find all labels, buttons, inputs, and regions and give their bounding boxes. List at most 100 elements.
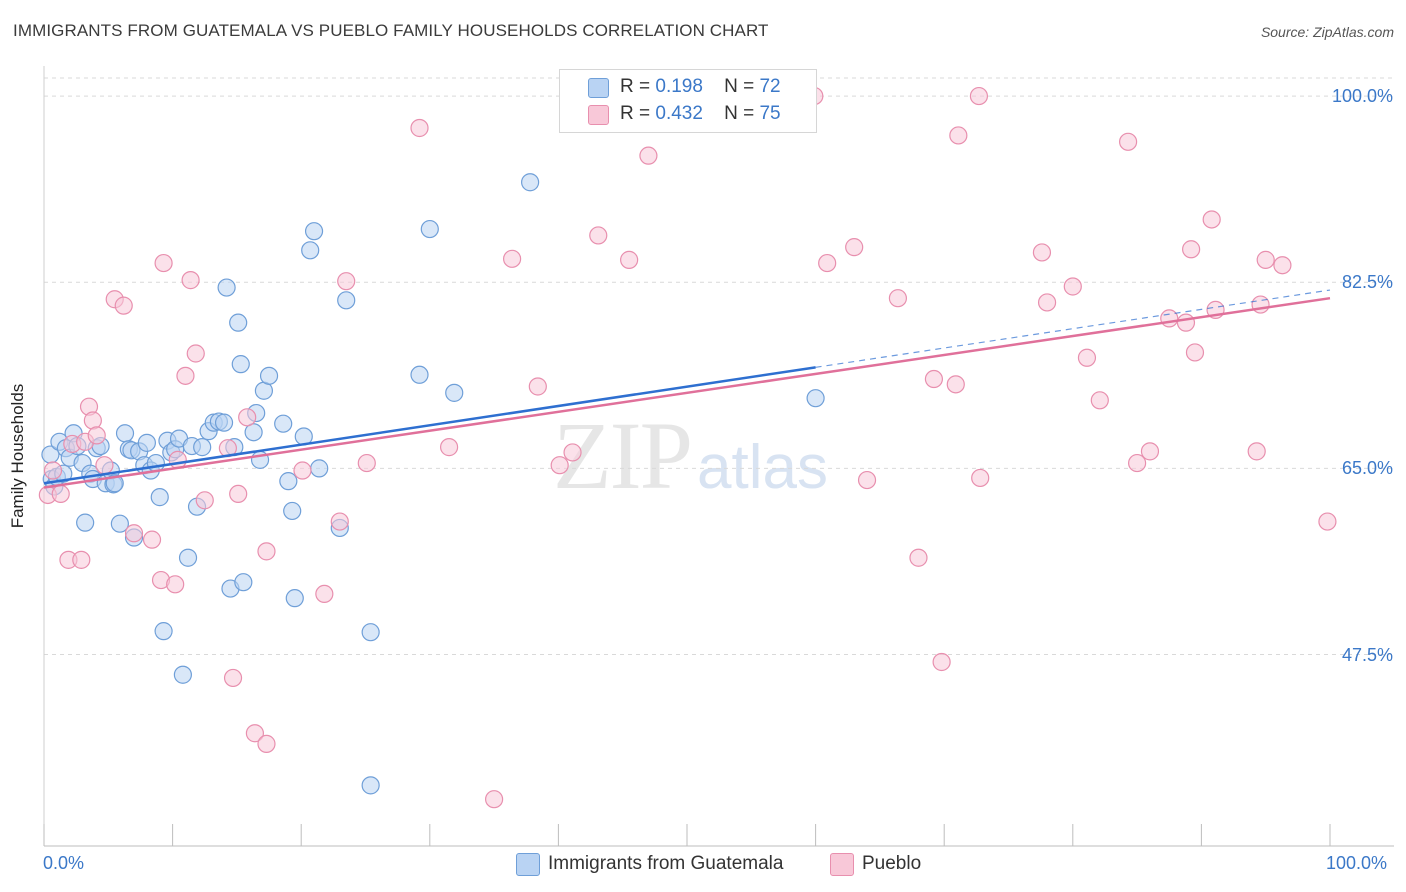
trend-lines: [43, 289, 1331, 489]
pueblo-point: [95, 456, 114, 475]
guatemala-point: [274, 414, 293, 433]
pueblo-point: [142, 530, 162, 549]
guatemala-point: [521, 173, 540, 192]
pueblo-point: [589, 226, 608, 245]
source-label: Source: ZipAtlas.com: [1260, 24, 1394, 40]
guatemala-point: [283, 501, 302, 521]
pueblo-point: [1160, 309, 1179, 328]
pueblo-point: [166, 575, 185, 594]
pueblo-point: [949, 126, 968, 145]
guatemala-point: [301, 241, 320, 260]
pueblo-point: [1037, 293, 1057, 312]
pueblo-point: [857, 470, 877, 490]
pueblo-point: [195, 491, 214, 510]
pueblo-point: [337, 272, 356, 291]
x-tick-label-max: 100.0%: [1326, 853, 1388, 873]
pueblo-point: [186, 344, 205, 363]
guatemala-point: [231, 355, 250, 374]
bottom-legend-swatch-guatemala: [516, 853, 540, 876]
pueblo-point: [909, 548, 928, 567]
pueblo-point: [72, 550, 91, 569]
pueblo-point: [1273, 256, 1292, 275]
legend-n-label: N =: [724, 103, 755, 124]
legend-swatch-pueblo: [588, 105, 609, 125]
pueblo-point: [845, 238, 864, 257]
trend-line-guatemala-extension: [815, 289, 1331, 368]
guatemala-point: [445, 383, 464, 402]
pueblo-point: [639, 146, 658, 165]
legend-n-pueblo: 75: [759, 103, 781, 124]
pueblo-point: [818, 253, 837, 273]
guatemala-point: [806, 389, 825, 408]
series-pueblo-points: [38, 86, 1337, 809]
guatemala-point: [178, 548, 198, 567]
trend-line-pueblo: [43, 296, 1331, 489]
pueblo-point: [176, 366, 195, 385]
bottom-legend-swatch-pueblo: [830, 853, 854, 876]
legend-n-guatemala: 72: [759, 76, 781, 97]
y-tick-label: 82.5%: [1341, 272, 1393, 293]
guatemala-point: [361, 776, 380, 795]
pueblo-point: [1127, 453, 1147, 473]
guatemala-point: [154, 622, 173, 641]
pueblo-point: [238, 408, 257, 427]
watermark-atlas: atlas: [697, 433, 828, 502]
legend-r-pueblo: 0.432: [655, 103, 703, 124]
guatemala-point: [420, 219, 439, 239]
pueblo-point: [43, 461, 63, 480]
correlation-legend: R = 0.198 N = 72 R = 0.432 N = 75: [559, 69, 817, 133]
pueblo-point: [357, 453, 376, 473]
pueblo-point: [946, 375, 965, 394]
pueblo-point: [971, 468, 990, 488]
guatemala-point: [285, 589, 304, 608]
guatemala-point: [137, 433, 156, 452]
pueblo-point: [439, 438, 459, 457]
guatemala-point: [217, 278, 236, 297]
legend-swatch-guatemala: [588, 78, 609, 98]
pueblo-point: [114, 296, 133, 315]
pueblo-point: [924, 369, 944, 389]
y-tick-label: 47.5%: [1341, 644, 1393, 665]
guatemala-point: [229, 313, 248, 332]
pueblo-point: [550, 456, 569, 475]
guatemala-point: [410, 365, 429, 384]
guatemala-point: [259, 366, 279, 385]
pueblo-point: [1182, 240, 1201, 259]
pueblo-point: [315, 584, 334, 604]
bottom-legend-label-pueblo: Pueblo: [862, 853, 922, 874]
pueblo-point: [257, 734, 276, 753]
guatemala-point: [304, 222, 324, 241]
pueblo-point: [293, 461, 312, 480]
y-tick-label: 100.0%: [1331, 86, 1393, 107]
guatemala-point: [110, 514, 129, 533]
pueblo-point: [1063, 277, 1082, 296]
guatemala-point: [173, 665, 192, 684]
pueblo-point: [1185, 343, 1205, 362]
pueblo-point: [51, 484, 70, 504]
pueblo-point: [245, 724, 265, 743]
pueblo-point: [1032, 243, 1052, 262]
pueblo-point: [83, 411, 102, 430]
pueblo-point: [563, 443, 582, 462]
y-tick-label: 65.0%: [1341, 458, 1393, 479]
pueblo-point: [528, 377, 547, 396]
legend-r-label: R =: [620, 103, 651, 124]
guatemala-point: [105, 474, 124, 493]
axes: [43, 66, 1394, 847]
guatemala-point: [115, 424, 135, 443]
pueblo-point: [410, 118, 429, 138]
guatemala-point: [310, 459, 329, 478]
pueblo-point: [229, 484, 248, 504]
guatemala-point: [234, 573, 253, 592]
pueblo-point: [1090, 391, 1109, 410]
pueblo-point: [1176, 313, 1196, 332]
pueblo-point: [1318, 512, 1337, 531]
pueblo-point: [1118, 132, 1138, 151]
pueblo-point: [1247, 442, 1266, 461]
legend-n-label: N =: [724, 76, 755, 97]
legend-r-label: R =: [620, 76, 651, 97]
pueblo-point: [257, 542, 276, 561]
pueblo-point: [181, 271, 200, 290]
pueblo-point: [154, 253, 173, 273]
